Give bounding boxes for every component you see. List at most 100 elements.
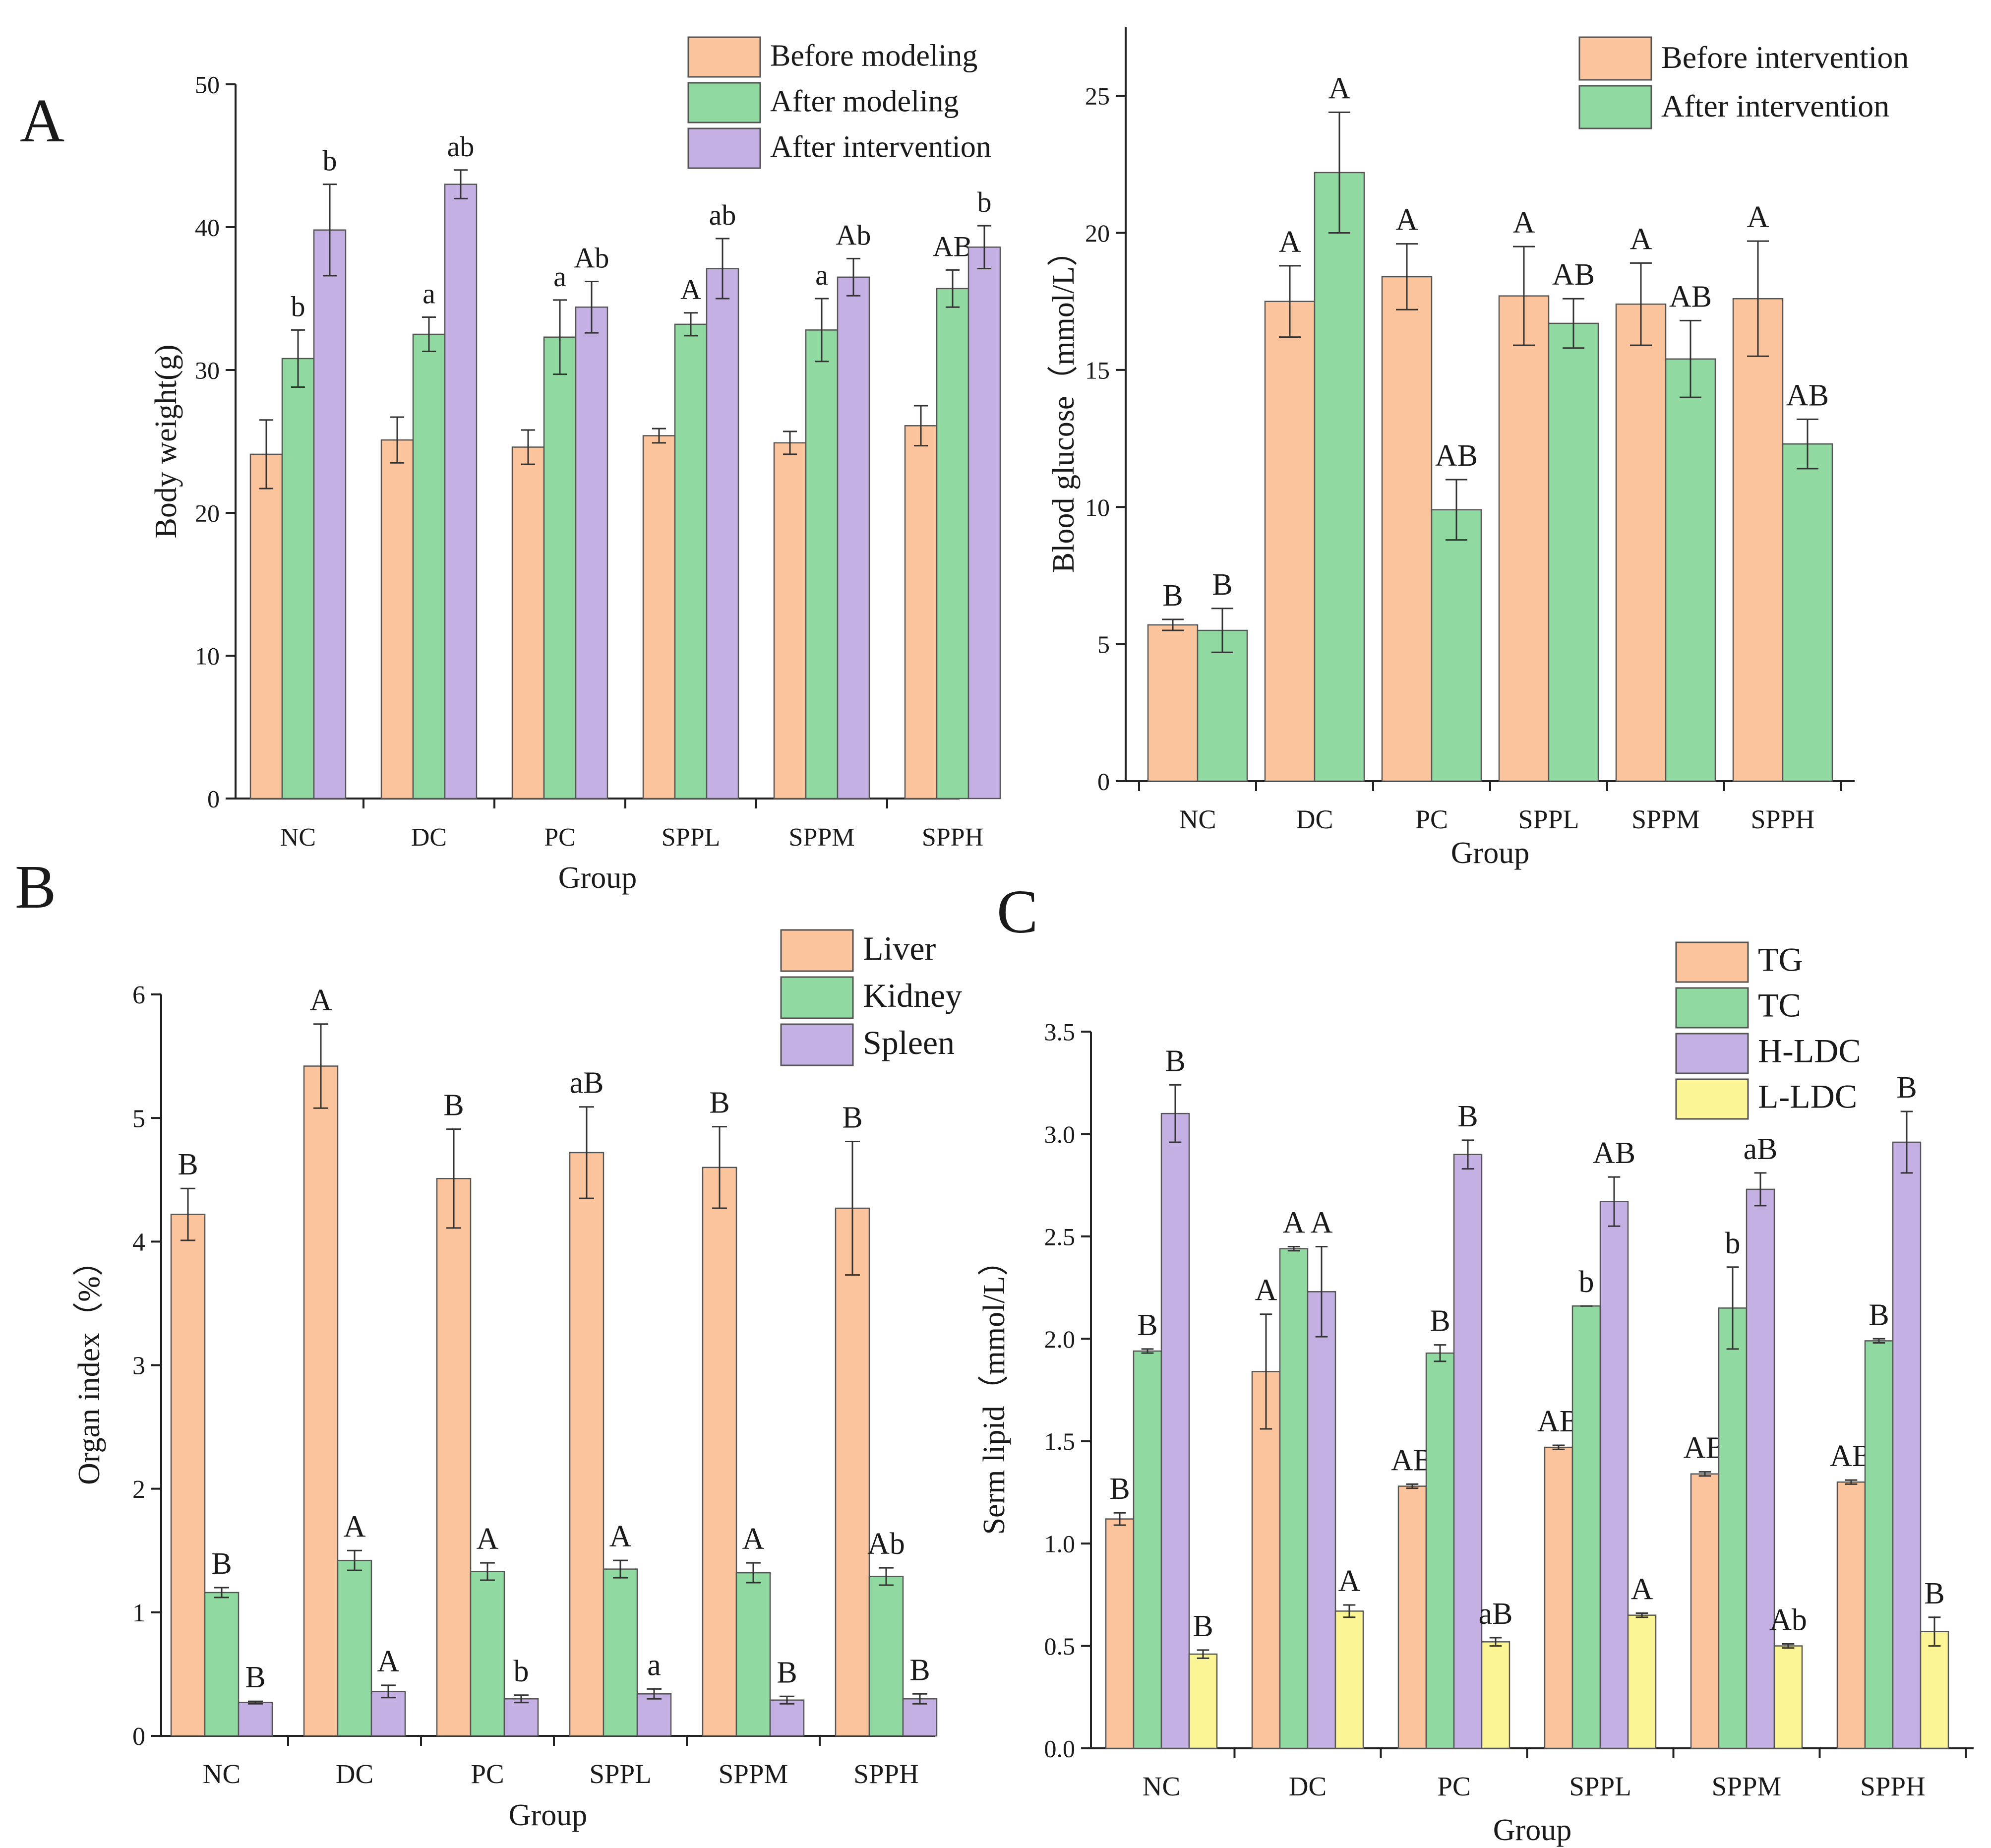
legend-label-liver: Liver [863, 929, 936, 967]
annotation-tc-pc: B [1430, 1304, 1450, 1338]
annotation-after-modeling-dc: a [422, 277, 435, 309]
legend-label-after-modeling: After modeling [770, 85, 959, 119]
x-tick-label-sppl: SPPL [1569, 1771, 1631, 1801]
error-bar-tg-dc [1260, 1313, 1272, 1430]
y-tick-label: 3.0 [1044, 1120, 1076, 1148]
annotation-l-ldc-sppm: Ab [1769, 1603, 1807, 1637]
annotation-h-ldc-spph: B [1896, 1071, 1917, 1105]
error-bar-after-intervention-spph [977, 225, 992, 270]
annotation-after-intervention-pc: AB [1435, 439, 1478, 473]
panel-label-c: C [997, 878, 1038, 946]
bar-tc-sppl [1571, 1305, 1601, 1749]
legend-label-kidney: Kidney [863, 977, 962, 1014]
y-tick-label: 40 [195, 214, 220, 242]
error-bar-tg-pc [1406, 1483, 1419, 1489]
legend-label-tg: TG [1758, 941, 1803, 979]
annotation-kidney-dc: A [344, 1510, 366, 1543]
x-tick-label-sppl: SPPL [589, 1759, 651, 1789]
annotation-before-intervention-dc: A [1279, 225, 1301, 259]
bar-after-modeling-spph [936, 288, 969, 800]
x-tick-label-sppm: SPPM [789, 823, 855, 852]
error-bar-h-ldc-pc [1461, 1139, 1474, 1170]
bar-before-intervention-nc [1147, 624, 1199, 782]
annotation-kidney-spph: Ab [867, 1527, 905, 1561]
annotation-l-ldc-sppl: A [1631, 1573, 1653, 1606]
bar-spleen-pc [503, 1698, 539, 1737]
legend-label-spleen: Spleen [863, 1024, 955, 1061]
error-bar-tc-spph [1872, 1338, 1885, 1344]
error-bar-after-intervention-sppm [1680, 319, 1701, 398]
x-tick-label-spph: SPPH [1860, 1771, 1925, 1801]
x-tick-label-dc: DC [1296, 804, 1333, 834]
y-tick-label: 1.5 [1044, 1427, 1076, 1455]
error-bar-after-modeling-sppl [683, 312, 698, 337]
annotation-spleen-sppl: a [647, 1648, 661, 1682]
bar-l-ldc-sppl [1627, 1614, 1657, 1749]
annotation-before-intervention-sppl: A [1513, 206, 1535, 240]
x-tick-label-sppl: SPPL [662, 823, 721, 852]
x-axis-title: Group [558, 861, 637, 895]
error-bar-h-ldc-sppl [1608, 1176, 1621, 1227]
bar-after-intervention-dc [444, 184, 478, 800]
error-bar-after-intervention-spph [1797, 418, 1818, 470]
error-bar-after-modeling-sppm [814, 298, 829, 363]
error-bar-after-intervention-dc [1328, 111, 1350, 234]
x-tick-label-nc: NC [280, 823, 316, 852]
bar-spleen-sppl [636, 1693, 672, 1737]
annotation-after-modeling-sppm: a [815, 259, 828, 291]
legend-label-before-modeling: Before modeling [770, 39, 977, 73]
error-bar-l-ldc-nc [1197, 1649, 1209, 1659]
annotation-after-intervention-spph: b [977, 186, 992, 218]
error-bar-tc-sppm [1726, 1266, 1739, 1350]
y-tick-label: 20 [1085, 219, 1110, 247]
error-bar-l-ldc-sppm [1782, 1643, 1795, 1649]
y-tick-label: 15 [1085, 356, 1110, 384]
bar-after-modeling-pc [543, 336, 577, 800]
annotation-h-ldc-sppl: AB [1593, 1136, 1635, 1170]
error-bar-after-intervention-pc [1446, 479, 1467, 541]
error-bar-spleen-pc [514, 1694, 529, 1704]
annotation-liver-sppm: B [709, 1086, 729, 1120]
y-tick-label: 2.5 [1044, 1223, 1076, 1250]
error-bar-after-modeling-pc [552, 299, 567, 375]
error-bar-kidney-nc [214, 1587, 229, 1599]
x-tick-label-spph: SPPH [1750, 804, 1814, 834]
error-bar-after-intervention-sppl [715, 238, 730, 300]
error-bar-before-intervention-spph [1747, 240, 1769, 357]
annotation-h-ldc-nc: B [1165, 1044, 1185, 1078]
y-tick-label: 20 [195, 499, 220, 527]
y-tick-label: 30 [195, 357, 220, 384]
bar-after-modeling-sppl [674, 323, 708, 800]
bar-liver-spph [835, 1207, 870, 1737]
annotation-before-intervention-sppm: A [1630, 222, 1652, 256]
annotation-after-modeling-spph: AB [933, 230, 973, 262]
bar-before-modeling-pc [511, 446, 545, 800]
annotation-l-ldc-pc: aB [1479, 1597, 1513, 1631]
y-tick-label: 2.0 [1044, 1325, 1076, 1353]
bar-kidney-dc [337, 1559, 372, 1737]
annotation-after-intervention-pc: Ab [574, 242, 609, 274]
annotation-spleen-sppm: B [777, 1656, 797, 1689]
annotation-after-modeling-sppl: A [680, 273, 701, 306]
error-bar-before-intervention-nc [1162, 618, 1184, 631]
legend-swatch-before-modeling [687, 36, 761, 78]
bar-before-intervention-pc [1381, 276, 1433, 782]
annotation-before-intervention-spph: A [1747, 200, 1769, 234]
annotation-after-intervention-dc: ab [447, 130, 475, 163]
error-bar-tc-pc [1434, 1344, 1447, 1362]
error-bar-h-ldc-spph [1900, 1110, 1913, 1174]
bar-before-modeling-sppm [773, 442, 807, 800]
annotation-after-modeling-nc: b [291, 290, 305, 322]
annotation-l-ldc-dc: A [1338, 1564, 1361, 1598]
x-tick-label-dc: DC [411, 823, 447, 852]
bar-l-ldc-spph [1920, 1631, 1949, 1749]
bar-liver-sppm [702, 1167, 737, 1737]
x-tick-label-nc: NC [1143, 1771, 1180, 1801]
error-bar-l-ldc-pc [1489, 1637, 1502, 1647]
bar-tg-sppl [1544, 1446, 1573, 1749]
annotation-spleen-spph: B [909, 1653, 930, 1687]
bar-tg-spph [1836, 1481, 1866, 1749]
y-tick-label: 3 [132, 1352, 145, 1380]
